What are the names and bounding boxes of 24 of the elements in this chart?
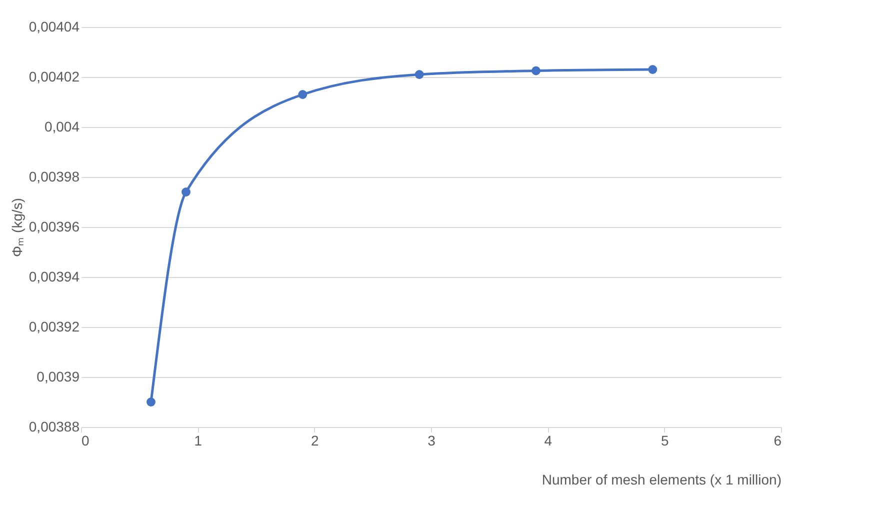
y-tick-label: 0,00402 (28, 68, 80, 84)
point (298, 90, 308, 99)
point (146, 398, 156, 406)
x-tick-label: 3 (428, 432, 436, 448)
y-tick-label: 0,00396 (28, 218, 80, 234)
x-tick-label: 2 (310, 432, 319, 448)
y-tick-label: 0,00404 (28, 18, 80, 34)
x-tick-label: 4 (544, 432, 552, 448)
x-tick-label: 1 (194, 432, 202, 448)
x-tick-label: 5 (660, 432, 669, 448)
y-tick-label: 0,00392 (28, 318, 80, 334)
y-tick-label: 0,004 (44, 118, 80, 134)
point (648, 65, 658, 74)
x-axis-title: Number of mesh elements (x 1 million) (542, 472, 782, 488)
y-tick-label: 0,0039 (36, 368, 80, 384)
point (414, 70, 424, 79)
y-axis-title: Φₘ (kg/s) (8, 198, 25, 258)
x-tick-label: 6 (774, 432, 782, 448)
point (182, 188, 190, 196)
point (532, 66, 540, 76)
y-tick-label: 0,00394 (28, 268, 80, 284)
x-tick-label: 0 (82, 432, 90, 448)
y-tick-label: 0,00398 (28, 168, 80, 184)
y-tick-label: 0,00388 (28, 418, 80, 434)
